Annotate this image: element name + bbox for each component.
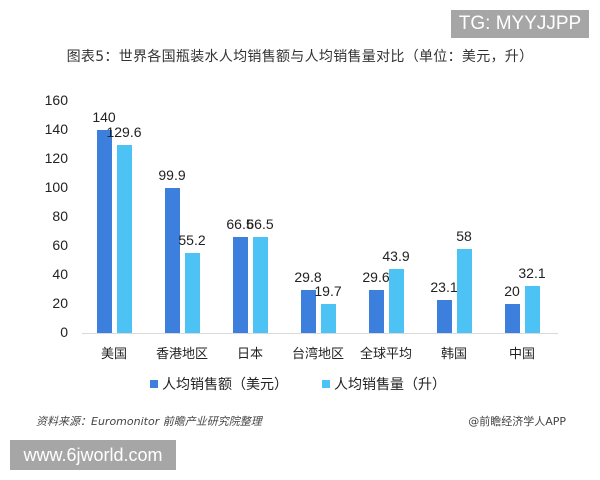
bar-sales-volume [389, 269, 404, 333]
y-tick-label: 120 [44, 150, 68, 166]
y-tick-label: 0 [60, 324, 68, 340]
bar-sales-volume [321, 304, 336, 333]
site-watermark-badge: www.6jworld.com [10, 440, 176, 470]
data-label: 99.9 [158, 167, 186, 184]
bar-sales-volume [253, 236, 268, 333]
data-label: 66.5 [246, 215, 274, 232]
bar-sales-volume [457, 248, 472, 333]
legend: 人均销售额（美元） 人均销售量（升） [0, 374, 600, 394]
data-label: 23.1 [430, 278, 458, 295]
data-label: 29.6 [362, 269, 390, 286]
tg-watermark-badge: TG: MYYJJPP [451, 10, 589, 38]
bar-sales-volume [185, 252, 200, 333]
x-tick-label: 台湾地区 [291, 347, 344, 362]
legend-swatch-series1 [150, 380, 158, 388]
chart-title: 图表5：世界各国瓶装水人均销售额与人均销售量对比（单位：美元，升） [66, 49, 534, 65]
y-tick-label: 60 [52, 237, 68, 253]
y-tick-label: 100 [44, 179, 68, 195]
x-tick-label: 美国 [100, 347, 127, 362]
data-source-note: 资料来源：Euromonitor 前瞻产业研究院整理 [36, 415, 262, 428]
bar-sales-amount [369, 290, 384, 333]
data-label: 32.1 [518, 265, 546, 282]
x-axis-line [82, 333, 558, 334]
bar-sales-amount [505, 304, 520, 333]
legend-label: 人均销售额（美元） [162, 377, 288, 393]
x-tick-label: 韩国 [440, 347, 467, 362]
y-tick-label: 40 [52, 266, 68, 282]
data-label: 129.6 [106, 124, 142, 141]
legend-item-sales-amount: 人均销售额（美元） [150, 374, 288, 394]
x-tick-label: 中国 [508, 347, 535, 362]
y-tick-label: 160 [44, 92, 68, 108]
legend-swatch-series2 [322, 380, 330, 388]
y-tick-label: 140 [44, 121, 68, 137]
bar-sales-amount [301, 289, 316, 333]
data-label: 29.8 [294, 268, 322, 285]
data-label: 20 [504, 283, 520, 299]
data-label: 140 [92, 109, 116, 125]
credit-note: @前瞻经济学人APP [468, 415, 566, 428]
x-tick-label: 香港地区 [155, 347, 208, 362]
legend-label: 人均销售量（升） [334, 377, 446, 393]
bar-sales-amount [97, 130, 112, 333]
bar-sales-volume [525, 286, 540, 333]
x-tick-label: 全球平均 [359, 347, 412, 362]
bar-sales-volume [117, 145, 132, 333]
y-tick-label: 80 [52, 208, 68, 224]
bar-sales-amount [233, 236, 248, 333]
data-label: 43.9 [382, 248, 410, 265]
data-label: 58 [456, 227, 472, 244]
legend-item-sales-volume: 人均销售量（升） [322, 374, 446, 394]
data-label: 55.2 [178, 231, 206, 248]
x-tick-label: 日本 [236, 347, 263, 362]
data-label: 19.7 [314, 283, 342, 300]
bar-sales-amount [165, 188, 180, 333]
bar-chart: 0 20 40 60 80 100 120 140 160 140 129.6 99.9 55.2 66… [0, 92, 600, 394]
data-label: 66.5 [226, 215, 254, 232]
bar-sales-amount [437, 299, 452, 333]
y-tick-label: 20 [52, 295, 68, 311]
